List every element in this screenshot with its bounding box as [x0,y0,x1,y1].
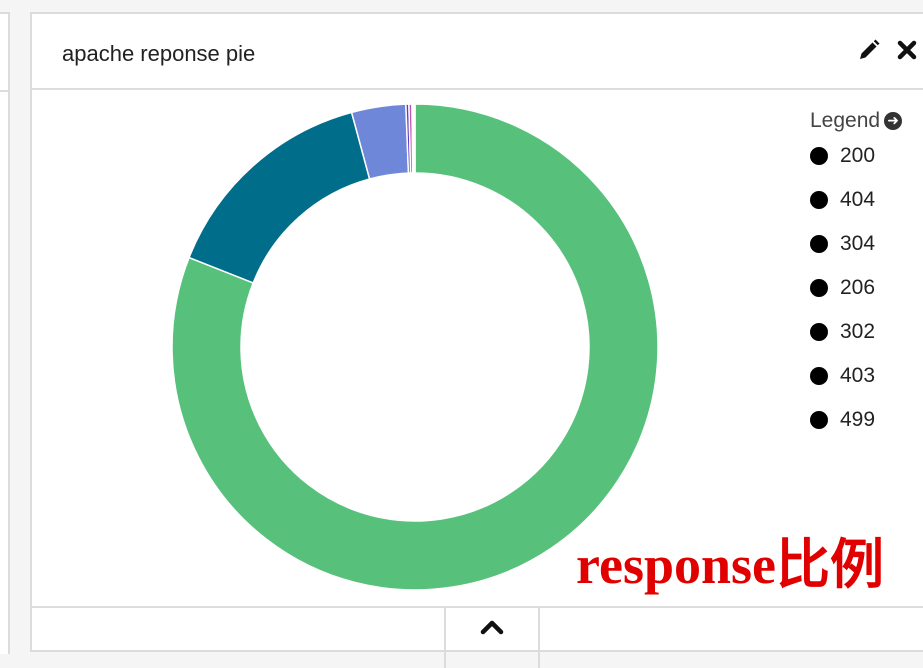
legend-item[interactable]: 200 [810,134,923,178]
chart-area: Legend ➜ 200 404 304 206 302 403 499 response比… [32,90,923,606]
legend-label: 404 [840,188,876,211]
visualization-panel: apache reponse pie Legend ➜ 200 404 304 206… [30,12,923,668]
panel-title: apache reponse pie [62,41,256,66]
collapse-toggle[interactable] [444,608,540,668]
legend-item[interactable]: 206 [810,266,923,310]
pie-chart [171,103,659,591]
legend-label: 302 [840,320,876,343]
legend-item[interactable]: 403 [810,354,923,398]
legend-item[interactable]: 302 [810,310,923,354]
legend-label: 403 [840,364,876,387]
legend-dot [810,191,828,209]
legend-toggle[interactable]: Legend ➜ [810,108,923,134]
legend-dot [810,411,828,429]
pie-slice-499[interactable] [412,103,416,174]
legend-title: Legend [810,109,881,132]
close-icon[interactable] [894,36,920,64]
legend-dot [810,323,828,341]
arrow-circle-right-icon: ➜ [884,112,903,130]
pencil-icon[interactable] [856,36,882,64]
legend-item[interactable]: 304 [810,222,923,266]
pie-slice-200[interactable] [171,103,659,591]
overlay-annotation: response比例 [576,535,885,595]
legend-dot [810,279,828,297]
legend-label: 304 [840,232,876,255]
legend-item[interactable]: 404 [810,178,923,222]
legend-label: 499 [840,408,876,431]
legend-dot [810,367,828,385]
adjacent-panel-divider [0,90,8,92]
legend-dot [810,235,828,253]
legend: Legend ➜ 200 404 304 206 302 403 499 [810,108,923,442]
adjacent-panel-edge [0,12,10,654]
legend-dot [810,147,828,165]
legend-item[interactable]: 499 [810,398,923,442]
legend-label: 206 [840,276,876,299]
pie-slice-404[interactable] [188,111,371,284]
panel-header: apache reponse pie [32,14,923,90]
legend-label: 200 [840,144,876,167]
panel-footer [32,606,923,668]
chevron-up-icon [480,620,504,635]
